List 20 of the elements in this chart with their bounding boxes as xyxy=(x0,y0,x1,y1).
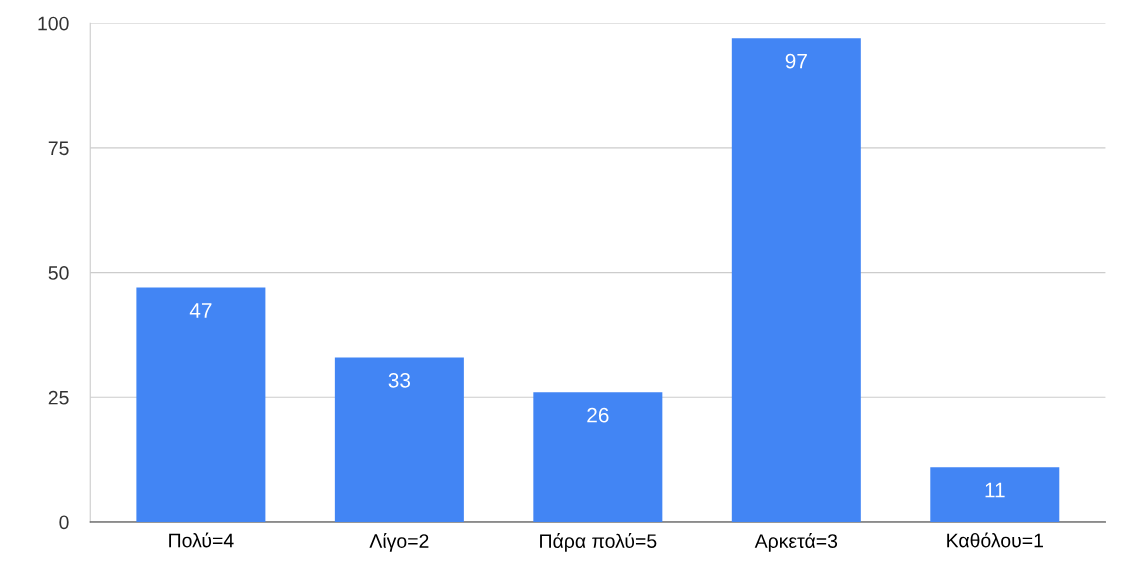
y-tick-label: 100 xyxy=(38,16,69,31)
bar xyxy=(136,287,266,522)
bar xyxy=(533,392,663,522)
y-tick-label: 0 xyxy=(59,515,69,530)
data-label: 47 xyxy=(189,303,212,318)
data-label: 26 xyxy=(587,407,609,423)
bar xyxy=(334,357,464,522)
y-tick-label: 50 xyxy=(48,266,69,280)
data-label: 97 xyxy=(785,53,807,69)
x-tick-label: Καθόλου=1 xyxy=(947,532,1043,548)
x-tick-label: Αρκετά=3 xyxy=(754,533,838,552)
x-tick-label: Λίγο=2 xyxy=(369,533,429,552)
y-tick-label: 25 xyxy=(48,390,69,405)
bar xyxy=(930,467,1060,522)
bar xyxy=(731,38,861,522)
x-tick-label: Πολύ=4 xyxy=(169,532,234,548)
y-tick-label: 75 xyxy=(48,141,69,156)
data-label: 33 xyxy=(388,372,411,388)
x-tick-label: Πάρα πολύ=5 xyxy=(540,533,657,552)
data-label: 11 xyxy=(985,482,1005,498)
